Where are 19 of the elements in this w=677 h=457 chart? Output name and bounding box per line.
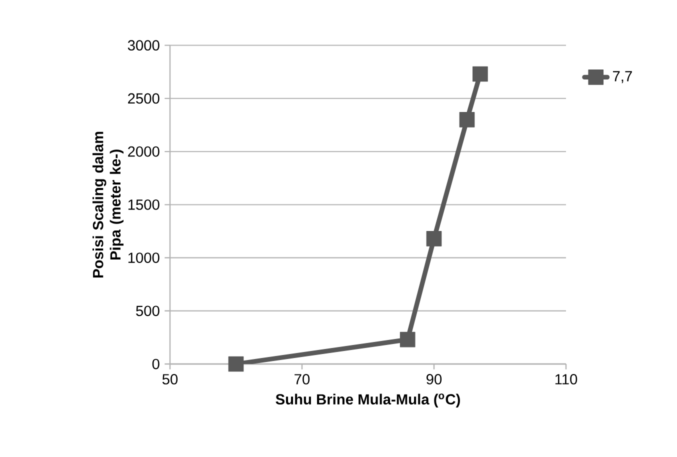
x-tick-label: 90 (426, 374, 442, 384)
point (400, 332, 416, 348)
point (228, 356, 244, 372)
y-tick-label: 1000 (128, 252, 160, 263)
x-tick-label: 70 (294, 374, 310, 384)
legend-label: 7,7 (613, 71, 632, 84)
y-tick-label: 2000 (128, 146, 160, 157)
y-tick-label: 0 (152, 358, 160, 370)
x-tick-label: 110 (555, 374, 578, 384)
point (472, 66, 488, 82)
y-tick-label: 500 (136, 306, 160, 316)
y-tick-label: 3000 (128, 40, 160, 51)
y-axis-title: Posisi Scaling dalam Pipa (meter ke-) (92, 132, 124, 278)
point (459, 112, 475, 128)
x-axis-title: Suhu Brine Mula-Mula ($^{o}$C) (276, 394, 460, 408)
y-tick-label: 1500 (128, 199, 160, 210)
y-tick-label: 2500 (128, 93, 160, 104)
x-tick-label: 50 (162, 374, 178, 384)
point (426, 230, 442, 246)
